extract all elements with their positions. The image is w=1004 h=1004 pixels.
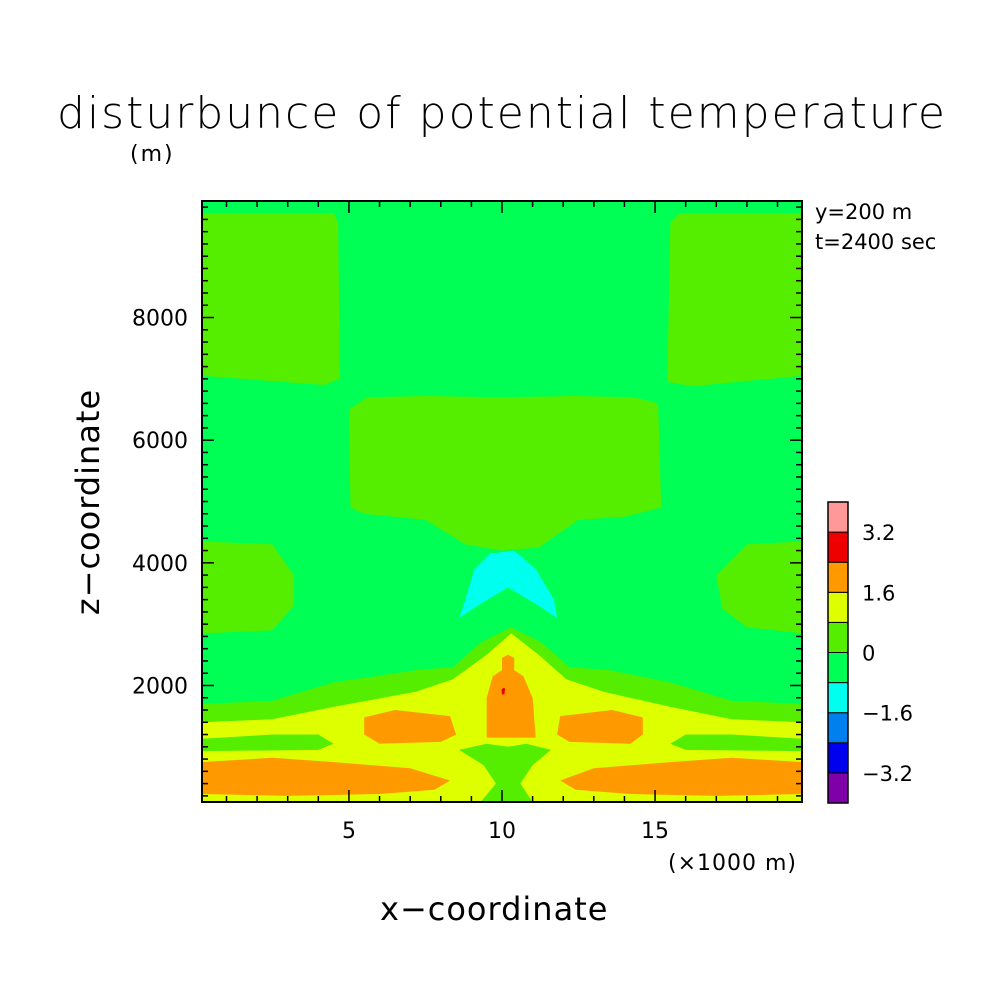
contour-region-9 [670,734,802,752]
contour-region-14 [202,757,450,796]
contour-region-0 [202,213,340,385]
x-tick-label: 15 [641,819,669,844]
colorbar-label: 0 [862,642,875,666]
colorbar-label: −1.6 [862,702,913,726]
colorbar: −3.2 −1.6 0 1.6 3.2 [827,501,913,804]
contour-region-2 [348,396,662,551]
colorbar-label: 1.6 [862,581,895,605]
y-axis-unit: (m) [130,142,175,167]
colorbar-swatch [827,501,849,533]
annotation-time: t=2400 sec [815,230,937,254]
contour-region-16 [501,687,506,695]
colorbar-swatch [827,742,849,774]
colorbar-frame [827,501,849,804]
y-tick-label: 6000 [132,429,188,454]
colorbar-swatch [827,712,849,744]
contour-region-5 [459,550,558,618]
contour-region-8 [202,734,334,752]
colorbar-swatch [827,772,849,804]
contour-region-3 [202,541,294,634]
contour-regions [202,213,802,802]
y-tick-label: 4000 [132,552,188,577]
contour-region-10 [459,743,551,802]
x-axis-label: x−coordinate [380,890,609,928]
axis-ticks: 5 10 15 2000 4000 6000 8000 [132,201,802,844]
contour-region-4 [716,541,802,634]
colorbar-swatch [827,561,849,593]
contour-region-11 [364,710,457,744]
chart-title: disturbunce of potential temperature [57,88,947,139]
annotation-y-position: y=200 m [815,200,913,224]
colorbar-swatch [827,682,849,714]
colorbar-swatch [827,531,849,563]
colorbar-label: 3.2 [862,521,895,545]
colorbar-swatch [827,652,849,684]
contour-region-13 [486,654,536,738]
colorbar-label: −3.2 [862,762,913,786]
y-tick-label: 8000 [132,307,188,332]
contour-region-15 [560,757,802,796]
colorbar-swatch [827,621,849,654]
contour-region-1 [667,213,802,387]
y-tick-label: 2000 [132,674,188,699]
x-tick-label: 10 [488,819,516,844]
x-tick-label: 5 [342,819,356,844]
x-axis-unit: (×1000 m) [668,851,798,876]
colorbar-swatch [827,591,849,623]
contour-region-12 [557,710,643,744]
